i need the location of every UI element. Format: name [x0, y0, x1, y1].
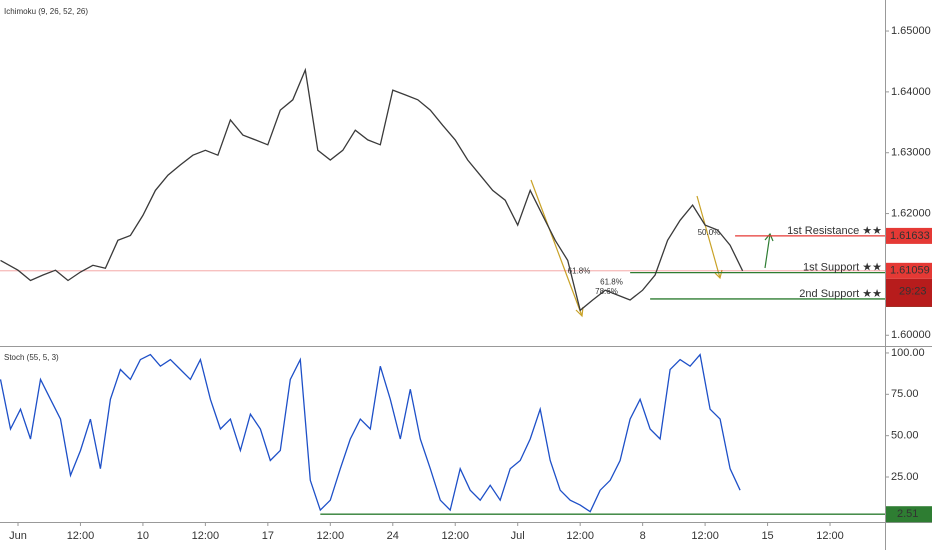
- x-tick-label: 12:00: [691, 530, 719, 542]
- level-label: 2nd Support ★★: [799, 288, 882, 300]
- x-tick-label: 12:00: [67, 530, 95, 542]
- price-tag-label: 1.61633: [890, 230, 930, 242]
- y-tick-label: 1.63000: [891, 147, 931, 159]
- y-tick-label: 100.00: [891, 347, 925, 359]
- arrow-head: [764, 232, 774, 242]
- fib-label: 78.6%: [595, 287, 618, 296]
- x-tick-label: 12:00: [441, 530, 469, 542]
- x-tick-label: 12:00: [192, 530, 220, 542]
- indicator-title: Ichimoku (9, 26, 52, 26): [4, 7, 88, 16]
- x-tick-label: 10: [137, 530, 149, 542]
- series-line: [0, 67, 744, 312]
- series-line: [0, 353, 741, 513]
- x-tick-label: Jul: [511, 530, 525, 542]
- x-tick-label: 24: [387, 530, 399, 542]
- x-tick-label: 12:00: [317, 530, 345, 542]
- indicator-title: Stoch (55, 5, 3): [4, 353, 59, 362]
- arrow-head: [575, 306, 584, 318]
- level-label: 1st Support ★★: [803, 261, 882, 273]
- x-tick-label: 8: [640, 530, 646, 542]
- y-tick-label: 1.62000: [891, 207, 931, 219]
- x-tick-label: 12:00: [566, 530, 594, 542]
- x-tick-label: 12:00: [816, 530, 844, 542]
- y-tick-label: 1.60000: [891, 329, 931, 341]
- timer-label: 29:23: [899, 286, 927, 298]
- price-tag-label: 1.61059: [890, 265, 930, 277]
- y-tick-label: 1.64000: [891, 86, 931, 98]
- fib-label: 50.0%: [698, 228, 721, 237]
- value-tag: [886, 506, 932, 523]
- x-tick-label: 15: [761, 530, 773, 542]
- price-tag: [886, 227, 932, 244]
- y-tick-label: 25.00: [891, 471, 919, 483]
- x-tick-label: 17: [262, 530, 274, 542]
- price-tag: [886, 262, 932, 279]
- value-tag-label: 2.51: [897, 508, 918, 520]
- arrow: [764, 233, 771, 269]
- y-tick-label: 75.00: [891, 388, 919, 400]
- level-label: 1st Resistance ★★: [787, 225, 882, 237]
- x-tick-label: Jun: [9, 530, 27, 542]
- arrow: [530, 179, 583, 317]
- drawings: [530, 179, 774, 318]
- y-tick-label: 50.00: [891, 430, 919, 442]
- fib-label: 61.8%: [600, 277, 623, 286]
- arrow: [696, 195, 721, 279]
- y-tick-label: 1.65000: [891, 25, 931, 37]
- fib-label: 61.8%: [568, 266, 591, 275]
- timer-tag: [886, 278, 932, 307]
